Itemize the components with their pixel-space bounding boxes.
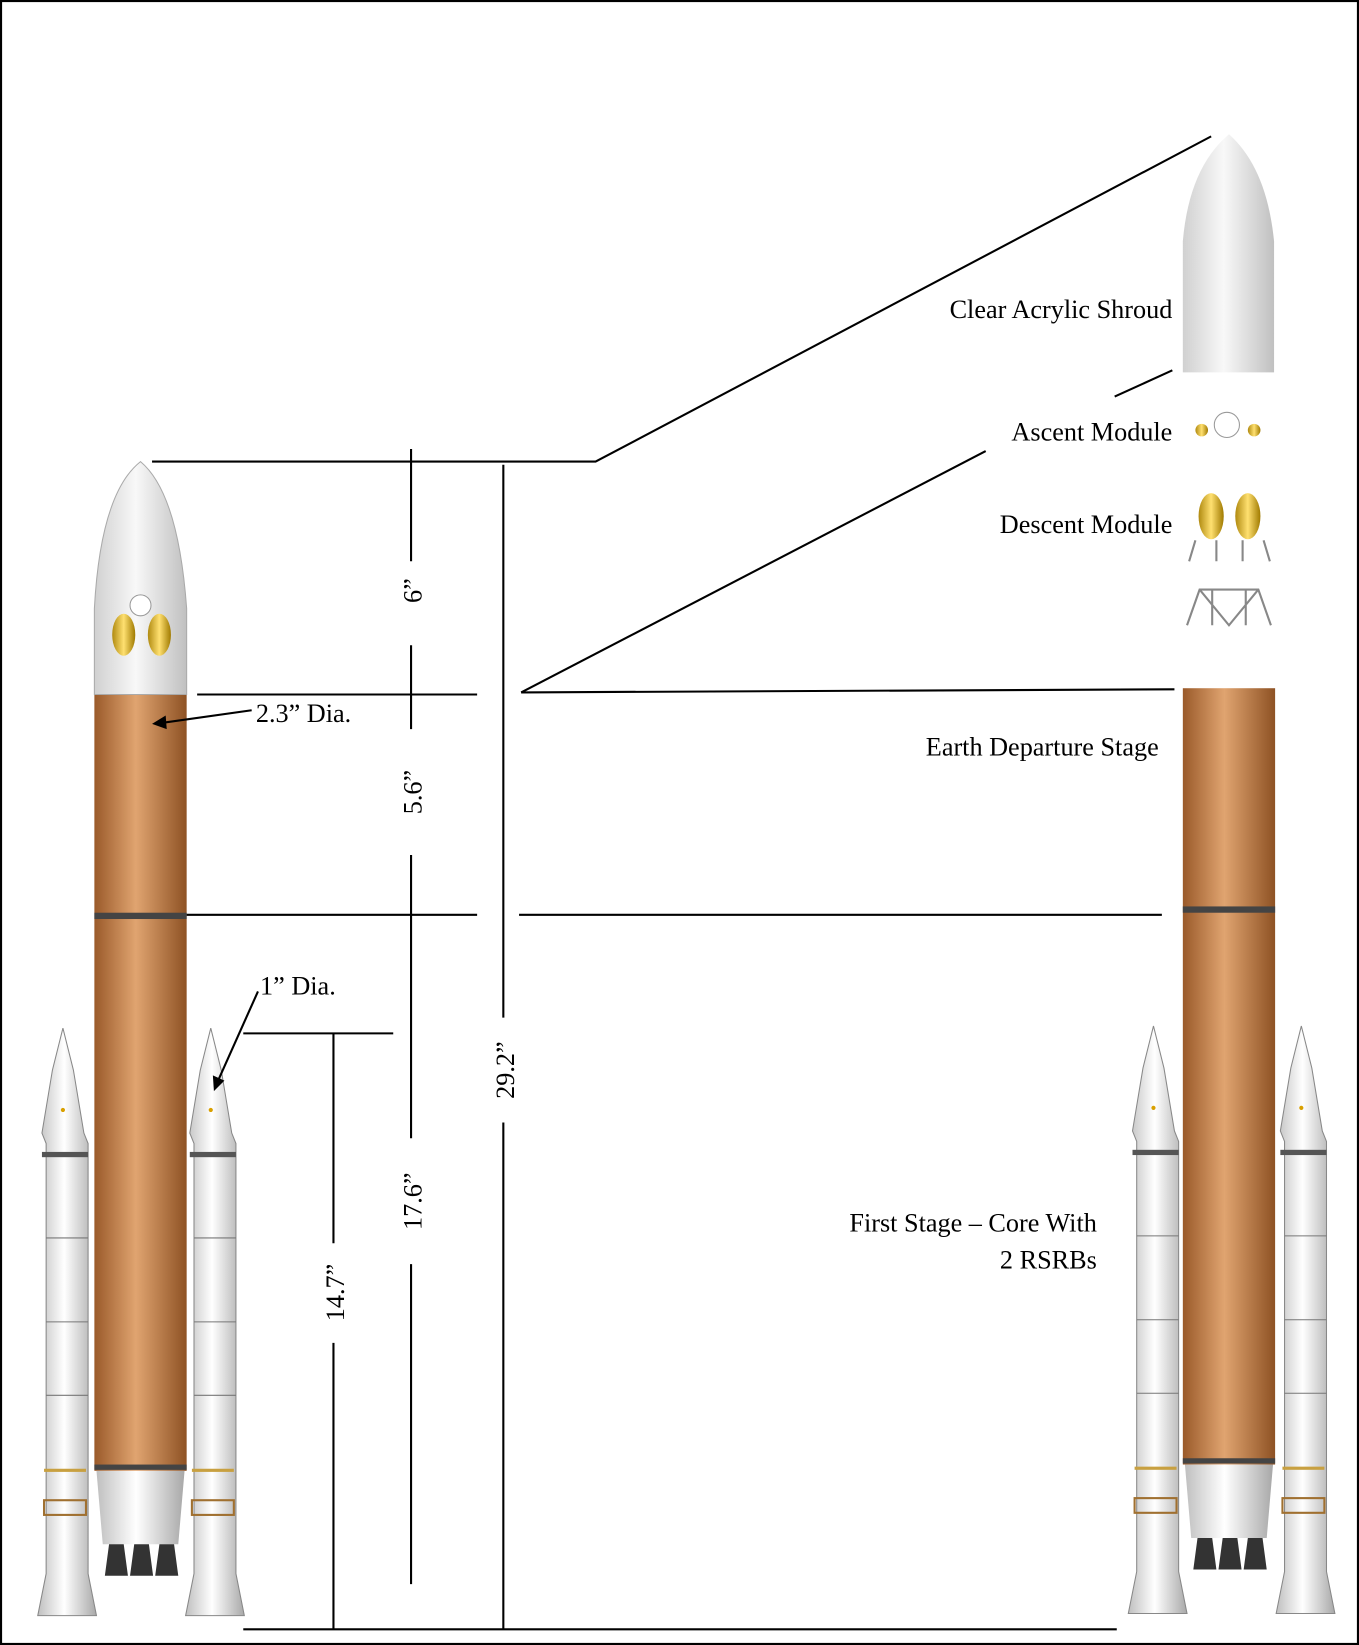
label: First Stage – Core With xyxy=(849,1209,1096,1238)
ascent-module xyxy=(1195,412,1260,437)
label: 2 RSRBs xyxy=(1000,1245,1097,1274)
assembled-rocket xyxy=(38,462,245,1616)
adapter xyxy=(1187,590,1271,626)
label: Earth Departure Stage xyxy=(926,732,1159,761)
diagram: Clear Acrylic Shroud Ascent Module Desce… xyxy=(0,0,1359,1645)
dimension: 6” xyxy=(399,578,428,603)
label: Ascent Module xyxy=(1011,418,1172,447)
dimension: 14.7” xyxy=(321,1264,350,1322)
label: 1” Dia. xyxy=(260,972,336,1001)
dimension: 17.6” xyxy=(399,1172,428,1230)
dimension-lines xyxy=(152,136,1211,1629)
label: 2.3” Dia. xyxy=(256,699,351,728)
label: Descent Module xyxy=(1000,510,1173,539)
exploded-rocket xyxy=(1128,134,1335,1613)
dimension: 29.2” xyxy=(491,1041,520,1099)
dimension: 5.6” xyxy=(399,770,428,814)
label: Clear Acrylic Shroud xyxy=(950,295,1173,324)
shroud xyxy=(1183,134,1274,372)
descent-module xyxy=(1189,493,1270,561)
